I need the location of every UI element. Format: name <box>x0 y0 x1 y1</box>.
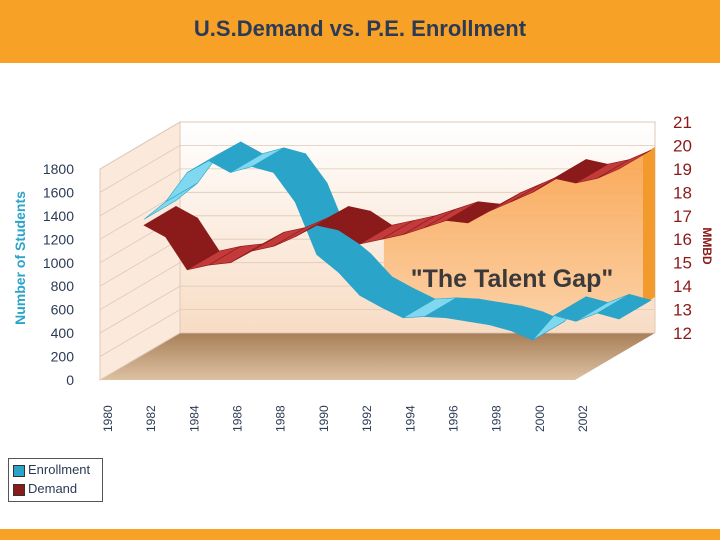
x-tick-label: 1996 <box>447 405 461 432</box>
talent-gap-area <box>383 146 655 326</box>
floor <box>100 333 655 380</box>
page-title: U.S.Demand vs. P.E. Enrollment <box>193 16 527 41</box>
x-tick-label: 2002 <box>576 405 590 432</box>
y-left-tick-label: 1600 <box>43 184 74 200</box>
series-ribbons <box>143 141 652 341</box>
x-tick-label: 1982 <box>144 405 158 432</box>
legend-label-demand: Demand <box>28 481 78 496</box>
y-right-tick-label: 14 <box>673 277 692 296</box>
y-left-tick-label: 1400 <box>43 208 74 224</box>
legend: Enrollment Demand <box>8 458 103 502</box>
demand-swatch <box>13 483 25 496</box>
y-left-tick-label: 0 <box>66 372 74 388</box>
y-left-tick-label: 800 <box>51 278 75 294</box>
gridline <box>99 121 655 170</box>
legend-item-demand: Demand <box>13 481 77 497</box>
x-tick-label: 1988 <box>274 405 288 432</box>
y-right-tick-label: 21 <box>673 113 692 132</box>
y-right-tick-label: 18 <box>673 183 692 202</box>
y-right-tick-label: 16 <box>673 230 692 249</box>
x-tick-label: 1990 <box>317 405 331 432</box>
y-left-tick-label: 1200 <box>43 231 74 247</box>
x-tick-label: 1998 <box>490 405 504 432</box>
y-right-tick-label: 17 <box>673 207 692 226</box>
axis-ticks: 0 200 400 600 800 1000 1200 1400 1600 1800 12 13 14 1… <box>43 113 692 432</box>
y-right-tick-label: 12 <box>673 324 692 343</box>
x-tick-label: 1984 <box>187 405 201 432</box>
y-left-tick-label: 600 <box>51 302 75 318</box>
x-tick-label: 1980 <box>101 405 115 432</box>
enrollment-swatch <box>13 464 25 477</box>
gridline <box>99 144 655 193</box>
gridline <box>99 332 655 381</box>
x-tick-label: 1986 <box>231 405 245 432</box>
y-left-tick-label: 1000 <box>43 255 74 271</box>
header-bar: U.S.Demand vs. P.E. Enrollment <box>0 0 720 63</box>
gridline <box>99 168 655 217</box>
y-axis-right-label: MMBD <box>700 227 714 265</box>
x-tick-label: 2000 <box>533 405 547 432</box>
y-axis-left-label: Number of Students <box>12 191 28 325</box>
y-right-tick-label: 20 <box>673 136 692 155</box>
talent-gap-annotation: "The Talent Gap" <box>411 265 613 293</box>
legend-item-enrollment: Enrollment <box>13 462 90 478</box>
y-left-tick-label: 1800 <box>43 161 74 177</box>
y-right-tick-label: 15 <box>673 254 692 273</box>
y-left-tick-label: 200 <box>51 349 75 365</box>
y-left-tick-label: 400 <box>51 325 75 341</box>
enrollment-segment <box>596 293 652 320</box>
y-right-tick-label: 19 <box>673 160 692 179</box>
gap-fill <box>383 154 643 326</box>
x-tick-label: 1994 <box>403 405 417 432</box>
y-right-tick-label: 13 <box>673 301 692 320</box>
demand-segment <box>597 149 652 179</box>
footer-bar <box>0 529 720 540</box>
gap-end-cap <box>643 146 655 305</box>
legend-label-enrollment: Enrollment <box>28 462 91 477</box>
x-tick-label: 1992 <box>360 405 374 432</box>
